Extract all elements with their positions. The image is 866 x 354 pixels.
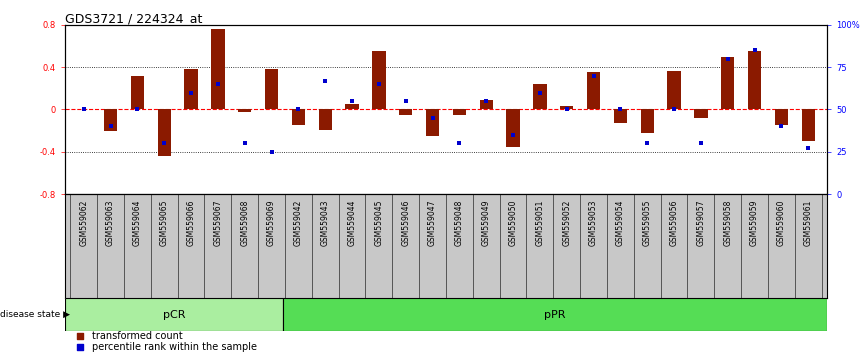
Point <box>426 115 440 121</box>
Bar <box>399 109 412 115</box>
Bar <box>533 84 546 109</box>
Text: transformed count: transformed count <box>92 331 183 341</box>
Text: pPR: pPR <box>544 310 565 320</box>
Text: GSM559046: GSM559046 <box>401 199 410 246</box>
Bar <box>282 298 827 331</box>
Text: GSM559067: GSM559067 <box>213 199 223 246</box>
Bar <box>802 109 815 141</box>
Bar <box>65 298 282 331</box>
Point <box>74 344 87 349</box>
Point <box>319 78 333 84</box>
Text: GSM559055: GSM559055 <box>643 199 652 246</box>
Text: GSM559060: GSM559060 <box>777 199 786 246</box>
Text: GSM559051: GSM559051 <box>535 199 545 246</box>
Text: GSM559068: GSM559068 <box>240 199 249 246</box>
Text: GSM559063: GSM559063 <box>106 199 115 246</box>
Bar <box>614 109 627 123</box>
Point <box>184 90 198 95</box>
Point <box>131 107 145 112</box>
Point <box>613 107 627 112</box>
Point <box>211 81 225 87</box>
Text: GSM559048: GSM559048 <box>455 199 464 246</box>
Text: GSM559069: GSM559069 <box>267 199 276 246</box>
Point <box>399 98 413 104</box>
Point <box>372 81 386 87</box>
Point <box>559 107 573 112</box>
Text: GSM559042: GSM559042 <box>294 199 303 246</box>
Bar <box>668 72 681 109</box>
Text: GSM559050: GSM559050 <box>508 199 518 246</box>
Point <box>238 141 252 146</box>
Bar <box>507 109 520 147</box>
Bar <box>131 76 144 109</box>
Bar <box>721 57 734 109</box>
Text: GSM559058: GSM559058 <box>723 199 733 246</box>
Text: GSM559045: GSM559045 <box>374 199 384 246</box>
Point <box>667 107 681 112</box>
Bar <box>480 100 493 109</box>
Point <box>158 141 171 146</box>
Point <box>586 73 600 79</box>
Point <box>694 141 708 146</box>
Bar <box>319 109 332 130</box>
Point <box>801 145 815 151</box>
Text: GSM559066: GSM559066 <box>186 199 196 246</box>
Bar <box>372 51 385 109</box>
Text: GSM559065: GSM559065 <box>159 199 169 246</box>
Text: disease state ▶: disease state ▶ <box>0 310 70 319</box>
Point <box>533 90 546 95</box>
Point <box>74 333 87 339</box>
Text: GSM559054: GSM559054 <box>616 199 625 246</box>
Text: GSM559047: GSM559047 <box>428 199 437 246</box>
Text: GSM559062: GSM559062 <box>79 199 88 246</box>
Point <box>721 56 734 62</box>
Bar <box>426 109 439 136</box>
Text: GSM559052: GSM559052 <box>562 199 572 246</box>
Bar <box>238 109 251 112</box>
Bar <box>775 109 788 125</box>
Point <box>77 107 91 112</box>
Point <box>292 107 306 112</box>
Point <box>265 149 279 155</box>
Text: GSM559064: GSM559064 <box>132 199 142 246</box>
Text: GSM559057: GSM559057 <box>696 199 706 246</box>
Bar <box>184 69 197 109</box>
Bar <box>560 106 573 109</box>
Text: GSM559061: GSM559061 <box>804 199 813 246</box>
Bar <box>158 109 171 156</box>
Bar <box>265 69 278 109</box>
Bar <box>211 29 224 109</box>
Point <box>452 141 466 146</box>
Point <box>346 98 359 104</box>
Bar <box>104 109 117 131</box>
Text: percentile rank within the sample: percentile rank within the sample <box>92 342 256 352</box>
Text: GDS3721 / 224324_at: GDS3721 / 224324_at <box>65 12 203 25</box>
Text: GSM559044: GSM559044 <box>347 199 357 246</box>
Bar <box>292 109 305 125</box>
Bar <box>453 109 466 115</box>
Bar <box>748 51 761 109</box>
Bar <box>695 109 708 118</box>
Text: pCR: pCR <box>163 310 185 320</box>
Point <box>747 47 761 53</box>
Bar <box>641 109 654 133</box>
Point <box>104 124 118 129</box>
Bar <box>587 73 600 109</box>
Text: GSM559049: GSM559049 <box>481 199 491 246</box>
Point <box>506 132 520 138</box>
Bar <box>346 104 359 109</box>
Text: GSM559059: GSM559059 <box>750 199 759 246</box>
Text: GSM559056: GSM559056 <box>669 199 679 246</box>
Text: GSM559043: GSM559043 <box>320 199 330 246</box>
Point <box>640 141 654 146</box>
Point <box>479 98 493 104</box>
Text: GSM559053: GSM559053 <box>589 199 598 246</box>
Point <box>774 124 788 129</box>
